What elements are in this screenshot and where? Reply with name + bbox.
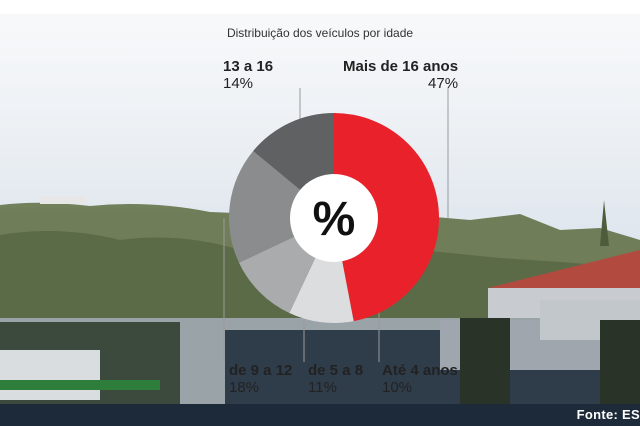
label-percent: 11% [308, 379, 337, 396]
label-de-5-a-8: de 5 a 8 11% [308, 362, 363, 396]
label-ate-4-anos: Até 4 anos 10% [382, 362, 458, 396]
label-percent: 10% [382, 379, 413, 396]
label-category: Até 4 anos [382, 362, 458, 379]
pie-center-circle [290, 174, 378, 262]
label-percent: 47% [428, 75, 459, 92]
source-credit: Fonte: ES [576, 407, 640, 422]
footer-bar: Fonte: ES [0, 404, 640, 426]
label-mais-de-16: Mais de 16 anos 47% [343, 58, 458, 92]
slice-de-9-a-12 [229, 151, 334, 263]
label-category: de 5 a 8 [308, 362, 364, 379]
label-category: 13 a 16 [223, 58, 274, 75]
chart-title: Distribuição dos veículos por idade [226, 26, 414, 40]
percent-symbol: % [313, 193, 356, 246]
slice-mais-de-16-anos [334, 112, 440, 322]
label-13-a-16: 13 a 16 14% [223, 58, 273, 92]
label-category: Mais de 16 anos [343, 58, 459, 75]
label-percent: 18% [229, 379, 260, 396]
label-de-9-a-12: de 9 a 12 18% [229, 362, 292, 396]
leader-lines [223, 88, 449, 362]
label-category: de 9 a 12 [229, 362, 293, 379]
label-percent: 14% [223, 75, 254, 92]
